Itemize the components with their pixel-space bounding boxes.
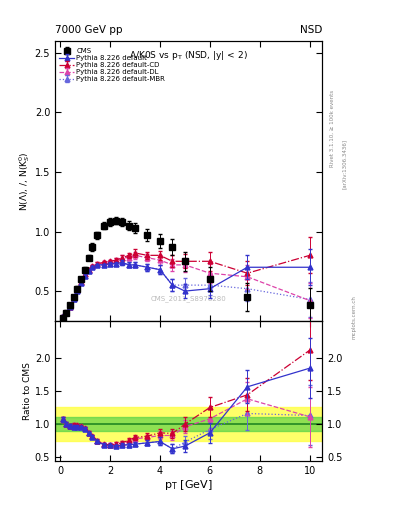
Text: $\Lambda$/K0S vs p$_{\rm T}$ (NSD, |y| < 2): $\Lambda$/K0S vs p$_{\rm T}$ (NSD, |y| <… — [129, 49, 248, 62]
Legend: CMS, Pythia 8.226 default, Pythia 8.226 default-CD, Pythia 8.226 default-DL, Pyt: CMS, Pythia 8.226 default, Pythia 8.226 … — [58, 47, 167, 83]
Text: [arXiv:1306.3436]: [arXiv:1306.3436] — [342, 139, 346, 189]
Text: mcplots.cern.ch: mcplots.cern.ch — [351, 295, 356, 339]
Text: Rivet 3.1.10, ≥ 100k events: Rivet 3.1.10, ≥ 100k events — [330, 90, 334, 166]
Y-axis label: N($\Lambda$), /, N(K$^{0}_{S}$): N($\Lambda$), /, N(K$^{0}_{S}$) — [17, 151, 32, 211]
Y-axis label: Ratio to CMS: Ratio to CMS — [23, 362, 32, 420]
X-axis label: p$_{\rm T}$ [GeV]: p$_{\rm T}$ [GeV] — [164, 478, 213, 493]
Text: CMS_2011_S8978280: CMS_2011_S8978280 — [151, 295, 226, 302]
Text: 7000 GeV pp: 7000 GeV pp — [55, 26, 123, 35]
Text: NSD: NSD — [300, 26, 322, 35]
